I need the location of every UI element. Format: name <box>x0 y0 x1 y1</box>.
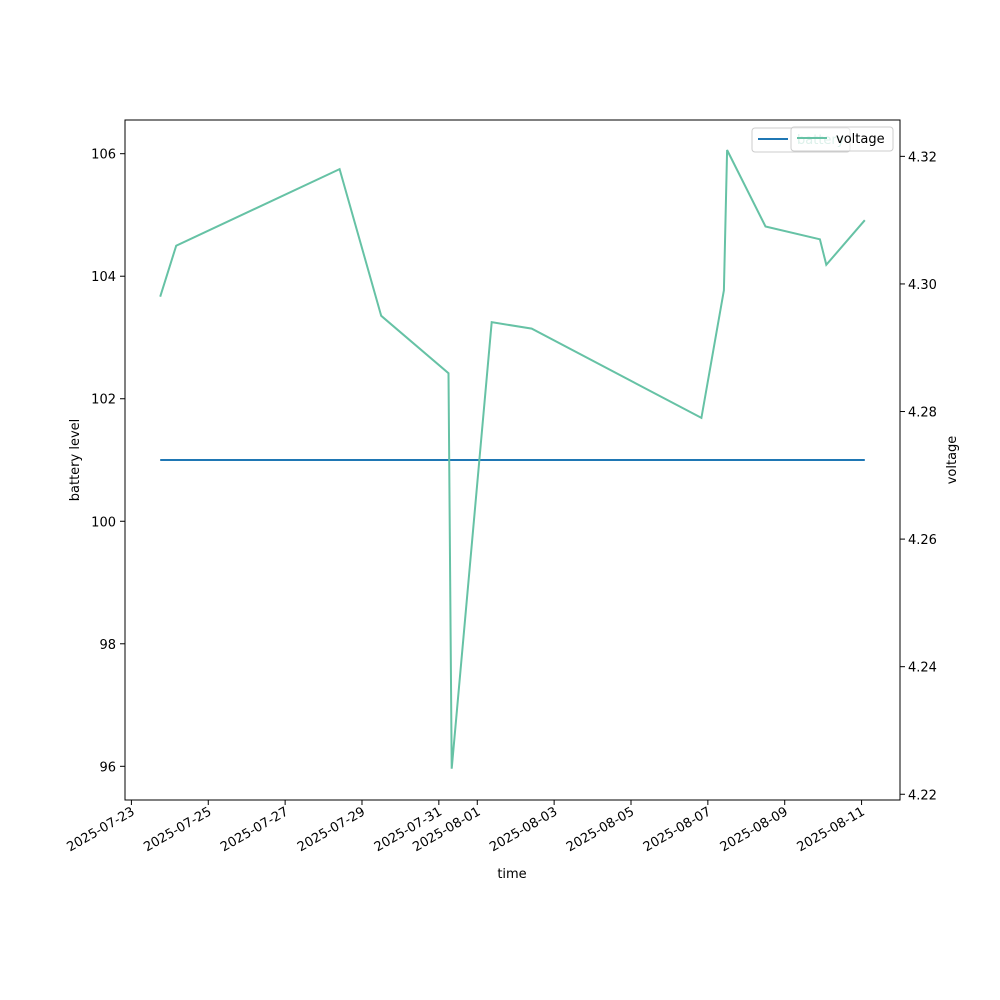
y-right-tick-label: 4.22 <box>908 788 937 803</box>
x-tick-label: 2025-08-11 <box>795 804 868 855</box>
x-tick-label: 2025-07-27 <box>218 804 291 855</box>
x-axis-label: time <box>497 867 526 882</box>
x-tick-label: 2025-08-05 <box>564 804 637 855</box>
y-right-tick-label: 4.26 <box>908 533 937 548</box>
y-left-tick-label: 104 <box>91 270 116 285</box>
y-left-tick-label: 106 <box>91 148 116 163</box>
x-axis: 2025-07-23 2025-07-25 2025-07-27 2025-07-29… <box>64 800 868 855</box>
voltage-line <box>159 149 866 769</box>
x-tick-label: 2025-08-07 <box>641 804 714 855</box>
y-left-tick-label: 98 <box>99 638 116 653</box>
legend-voltage: voltage <box>790 126 894 152</box>
plot-frame <box>124 119 901 801</box>
legend-voltage-box <box>790 126 894 152</box>
y-right-tick-label: 4.28 <box>908 406 937 421</box>
y-left-tick-label: 100 <box>91 515 116 530</box>
y-axis-left-label: battery level <box>68 419 83 502</box>
x-tick-label: 2025-08-09 <box>718 804 791 855</box>
y-right-tick-label: 4.30 <box>908 278 937 293</box>
x-tick-label: 2025-08-03 <box>487 804 560 855</box>
y-left-tick-label: 96 <box>99 760 116 775</box>
x-tick-label: 2025-07-29 <box>295 804 368 855</box>
y-axis-right-label: voltage <box>945 436 960 485</box>
y-right-tick-label: 4.32 <box>908 150 937 165</box>
series-layer <box>159 149 866 769</box>
legend-voltage-label: voltage <box>836 132 885 147</box>
y-axis-left: 96 98 100 102 104 106 <box>91 148 125 775</box>
x-tick-label: 2025-07-25 <box>141 804 214 855</box>
y-axis-right: 4.22 4.24 4.26 4.28 4.30 4.32 <box>900 150 937 803</box>
x-tick-label: 2025-07-23 <box>64 804 137 855</box>
y-right-tick-label: 4.24 <box>908 661 937 676</box>
y-left-tick-label: 102 <box>91 393 116 408</box>
